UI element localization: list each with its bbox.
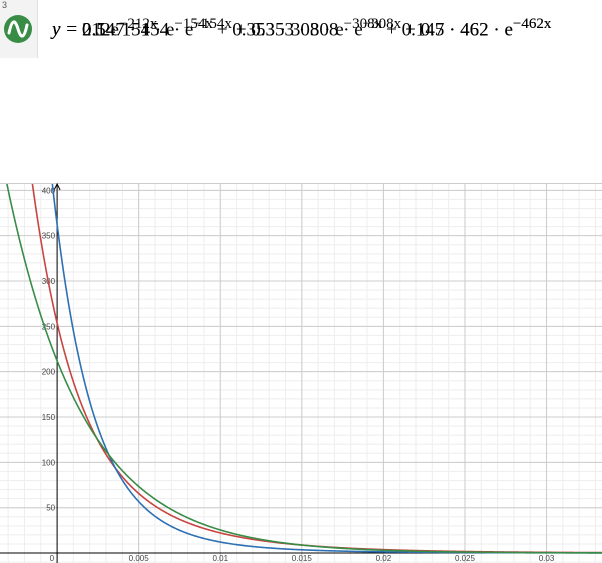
term-exponent: −308x <box>343 16 383 32</box>
term-base: 0.147 · 154 · e <box>82 19 194 41</box>
expression: y = 212e−212x <box>52 16 161 41</box>
term-exponent: −308x <box>362 16 402 32</box>
x-tick-label: 0.015 <box>292 554 313 563</box>
x-tick-label: 0.03 <box>539 554 555 563</box>
term-exponent: −462x <box>512 16 552 32</box>
y-tick-label: 350 <box>42 232 56 241</box>
term-base: + 0.147 · 462 · e <box>386 19 513 41</box>
curve <box>6 184 602 554</box>
term-base: 0.5 · 154 · e <box>82 19 175 41</box>
y-tick-label: 400 <box>42 186 56 195</box>
expression: y = 0.5 · 154 · e−154x + 0.353 · 308 · e−3… <box>52 16 555 41</box>
y-tick-label: 50 <box>46 504 55 513</box>
origin-label: 0 <box>50 554 55 563</box>
expression: y = 0.147 · 154 · e−154x + 0.353 · 308 · e… <box>52 16 555 41</box>
y-tick-label: 100 <box>42 458 56 467</box>
icon-wave <box>7 20 29 38</box>
x-tick-label: 0.005 <box>129 554 150 563</box>
term-base: + 0.353 · 308 · e <box>216 19 344 41</box>
row-gutter: 3 <box>0 0 38 58</box>
y-tick-label: 200 <box>42 368 56 377</box>
expression-list: 1y =0.5 · 154 · e−154x+ 0.353 · 308 · e−… <box>0 0 602 176</box>
expression-lhs: y = <box>52 19 79 41</box>
expression-lhs: y = <box>52 19 79 41</box>
term-exponent: −154x <box>174 16 213 32</box>
y-tick-label: 150 <box>42 413 56 422</box>
x-tick-label: 0.02 <box>376 554 392 563</box>
term-exponent: −462x <box>512 16 552 32</box>
y-tick-label: 250 <box>42 322 56 331</box>
term-exponent: −154x <box>193 16 232 32</box>
term-base: + 0.5 · 462 · e <box>405 19 513 41</box>
term-base: + 0.353 · 308 · e <box>235 19 363 41</box>
expression-lhs: y = <box>52 19 79 41</box>
x-tick-label: 0.025 <box>455 554 476 563</box>
y-axis-arrow <box>53 182 61 191</box>
curve-icon <box>4 15 32 43</box>
row-number: 3 <box>2 0 8 10</box>
x-tick-label: 0.01 <box>212 554 228 563</box>
term-base: 212e <box>82 19 119 41</box>
term-exponent: −212x <box>118 16 158 32</box>
